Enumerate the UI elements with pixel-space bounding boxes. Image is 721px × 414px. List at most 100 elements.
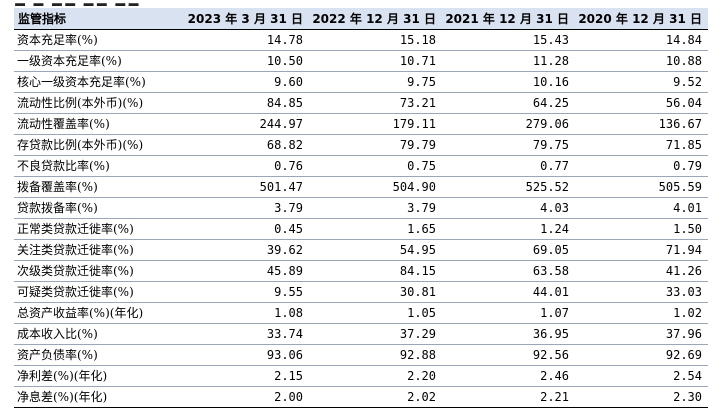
table-row: 净息差(%)(年化) 2.00 2.02 2.21 2.30	[14, 386, 708, 408]
row-value: 2.20	[309, 365, 442, 387]
table-row: 关注类贷款迁徙率(%) 39.62 54.95 69.05 71.94	[14, 239, 708, 261]
row-label: 贷款拨备率(%)	[14, 197, 176, 219]
row-label: 核心一级资本充足率(%)	[14, 71, 176, 93]
row-value: 37.96	[575, 323, 708, 345]
row-value: 45.89	[176, 260, 309, 282]
row-value: 54.95	[309, 239, 442, 261]
row-label: 可疑类贷款迁徙率(%)	[14, 281, 176, 303]
row-value: 136.67	[575, 113, 708, 135]
row-value: 504.90	[309, 176, 442, 198]
row-value: 4.01	[575, 197, 708, 219]
row-value: 0.76	[176, 155, 309, 177]
row-value: 4.03	[442, 197, 575, 219]
row-value: 84.15	[309, 260, 442, 282]
row-label: 存贷款比例(本外币)(%)	[14, 134, 176, 156]
row-value: 79.79	[309, 134, 442, 156]
row-value: 1.50	[575, 218, 708, 240]
row-value: 10.50	[176, 50, 309, 72]
table-row: 流动性比例(本外币)(%) 84.85 73.21 64.25 56.04	[14, 92, 708, 114]
header-period: 2021 年 12 月 31 日	[442, 8, 575, 30]
row-value: 1.07	[442, 302, 575, 324]
row-value: 9.60	[176, 71, 309, 93]
row-value: 56.04	[575, 92, 708, 114]
row-value: 1.65	[309, 218, 442, 240]
row-value: 92.56	[442, 344, 575, 366]
row-value: 64.25	[442, 92, 575, 114]
row-value: 63.58	[442, 260, 575, 282]
row-value: 505.59	[575, 176, 708, 198]
row-label: 关注类贷款迁徙率(%)	[14, 239, 176, 261]
row-value: 71.94	[575, 239, 708, 261]
row-value: 15.18	[309, 29, 442, 51]
row-value: 501.47	[176, 176, 309, 198]
row-value: 3.79	[176, 197, 309, 219]
row-value: 39.62	[176, 239, 309, 261]
table-row: 资产负债率(%) 93.06 92.88 92.56 92.69	[14, 344, 708, 366]
row-value: 9.52	[575, 71, 708, 93]
row-value: 1.02	[575, 302, 708, 324]
row-value: 10.16	[442, 71, 575, 93]
row-value: 68.82	[176, 134, 309, 156]
table-row: 贷款拨备率(%) 3.79 3.79 4.03 4.01	[14, 197, 708, 219]
row-value: 0.77	[442, 155, 575, 177]
cropped-caption: ▬ ▬ ▬▬ ▬▬ ▬▬	[14, 0, 164, 6]
table-row: 流动性覆盖率(%) 244.97 179.11 279.06 136.67	[14, 113, 708, 135]
row-value: 0.45	[176, 218, 309, 240]
row-value: 244.97	[176, 113, 309, 135]
row-value: 1.08	[176, 302, 309, 324]
row-value: 179.11	[309, 113, 442, 135]
header-period: 2022 年 12 月 31 日	[309, 8, 442, 30]
row-value: 92.88	[309, 344, 442, 366]
row-label: 流动性覆盖率(%)	[14, 113, 176, 135]
regulatory-indicators-table: 监管指标 2023 年 3 月 31 日 2022 年 12 月 31 日 20…	[14, 8, 708, 408]
header-row: 监管指标 2023 年 3 月 31 日 2022 年 12 月 31 日 20…	[14, 8, 708, 30]
row-value: 3.79	[309, 197, 442, 219]
table-row: 不良贷款比率(%) 0.76 0.75 0.77 0.79	[14, 155, 708, 177]
row-value: 93.06	[176, 344, 309, 366]
table-row: 一级资本充足率(%) 10.50 10.71 11.28 10.88	[14, 50, 708, 72]
row-value: 2.21	[442, 386, 575, 408]
row-value: 279.06	[442, 113, 575, 135]
row-value: 14.78	[176, 29, 309, 51]
row-value: 2.30	[575, 386, 708, 408]
table-row: 总资产收益率(%)(年化) 1.08 1.05 1.07 1.02	[14, 302, 708, 324]
row-label: 流动性比例(本外币)(%)	[14, 92, 176, 114]
row-value: 36.95	[442, 323, 575, 345]
table-row: 资本充足率(%) 14.78 15.18 15.43 14.84	[14, 29, 708, 51]
row-value: 92.69	[575, 344, 708, 366]
table-row: 次级类贷款迁徙率(%) 45.89 84.15 63.58 41.26	[14, 260, 708, 282]
row-label: 资本充足率(%)	[14, 29, 176, 51]
row-value: 14.84	[575, 29, 708, 51]
row-value: 10.71	[309, 50, 442, 72]
row-value: 0.75	[309, 155, 442, 177]
row-value: 71.85	[575, 134, 708, 156]
row-value: 44.01	[442, 281, 575, 303]
header-period: 2023 年 3 月 31 日	[176, 8, 309, 30]
row-value: 9.55	[176, 281, 309, 303]
row-label: 成本收入比(%)	[14, 323, 176, 345]
table-row: 核心一级资本充足率(%) 9.60 9.75 10.16 9.52	[14, 71, 708, 93]
row-label: 次级类贷款迁徙率(%)	[14, 260, 176, 282]
row-value: 11.28	[442, 50, 575, 72]
row-label: 净利差(%)(年化)	[14, 365, 176, 387]
row-label: 一级资本充足率(%)	[14, 50, 176, 72]
row-value: 525.52	[442, 176, 575, 198]
table-row: 净利差(%)(年化) 2.15 2.20 2.46 2.54	[14, 365, 708, 387]
table-row: 可疑类贷款迁徙率(%) 9.55 30.81 44.01 33.03	[14, 281, 708, 303]
row-label: 总资产收益率(%)(年化)	[14, 302, 176, 324]
row-value: 10.88	[575, 50, 708, 72]
row-value: 33.03	[575, 281, 708, 303]
table-row: 拨备覆盖率(%) 501.47 504.90 525.52 505.59	[14, 176, 708, 198]
row-value: 0.79	[575, 155, 708, 177]
table-row: 存贷款比例(本外币)(%) 68.82 79.79 79.75 71.85	[14, 134, 708, 156]
row-value: 1.24	[442, 218, 575, 240]
table-row: 正常类贷款迁徙率(%) 0.45 1.65 1.24 1.50	[14, 218, 708, 240]
row-label: 资产负债率(%)	[14, 344, 176, 366]
header-period: 2020 年 12 月 31 日	[575, 8, 708, 30]
row-value: 15.43	[442, 29, 575, 51]
row-value: 41.26	[575, 260, 708, 282]
row-value: 79.75	[442, 134, 575, 156]
row-value: 84.85	[176, 92, 309, 114]
row-value: 2.54	[575, 365, 708, 387]
row-value: 37.29	[309, 323, 442, 345]
